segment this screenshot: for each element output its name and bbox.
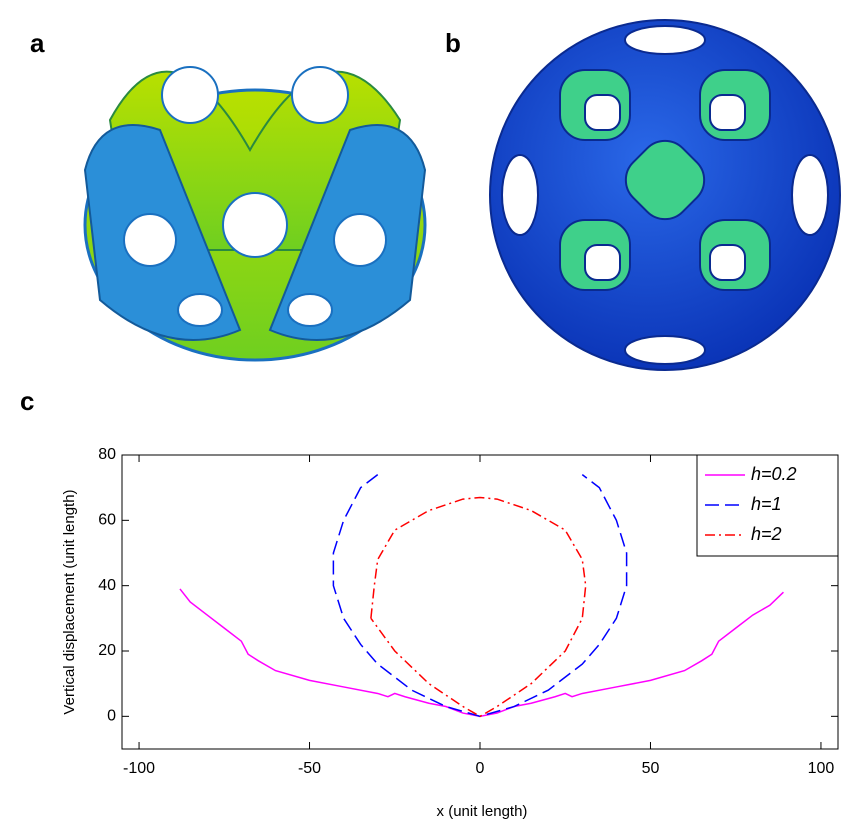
x-tick-label: -50 (298, 760, 321, 777)
figure: a b c x (unit length) Vertical displacem… (0, 0, 850, 826)
y-tick-label: 60 (98, 512, 116, 529)
y-tick-label: 20 (98, 642, 116, 659)
panel-a-render (85, 67, 425, 360)
panel-label: c (20, 386, 34, 416)
x-tick-label: 100 (808, 760, 835, 777)
series-line (180, 589, 783, 716)
series-line (333, 475, 626, 717)
legend-label: h=1 (751, 494, 782, 514)
x-axis-label: x (unit length) (437, 803, 528, 820)
x-tick-label: -100 (123, 760, 155, 777)
y-tick-label: 40 (98, 577, 116, 594)
page: {"panel_labels": ["a", "b", "c"], "chart… (0, 0, 850, 831)
panel-label: a (30, 28, 45, 58)
x-tick-label: 0 (476, 760, 485, 777)
y-tick-label: 0 (107, 708, 116, 725)
panel-label: b (445, 28, 461, 58)
legend-label: h=2 (751, 524, 782, 544)
legend-label: h=0.2 (751, 464, 797, 484)
y-axis-label: Vertical displacement (unit length) (61, 489, 78, 714)
y-tick-label: 80 (98, 446, 116, 463)
panel-b-render (490, 20, 840, 370)
x-tick-label: 50 (642, 760, 660, 777)
